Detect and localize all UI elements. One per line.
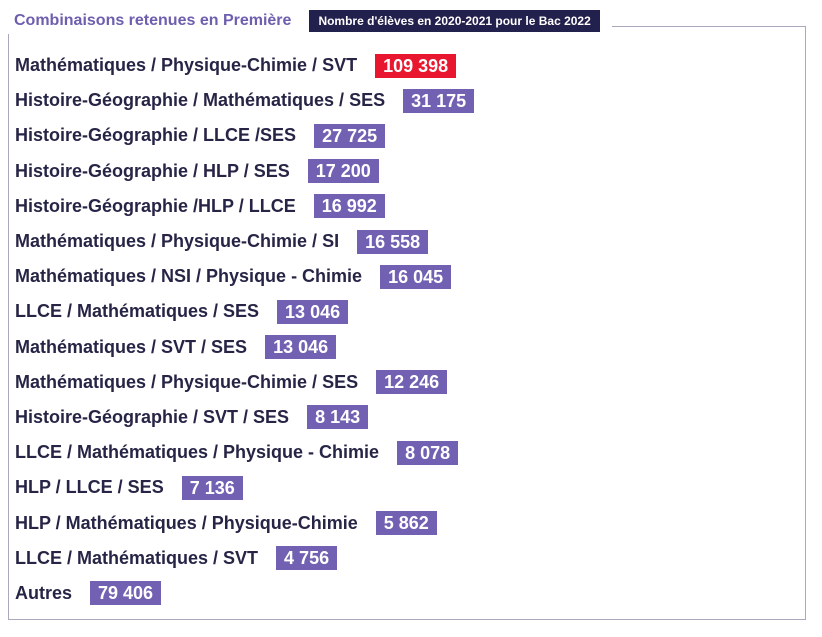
chart-title: Combinaisons retenues en Première (14, 12, 292, 29)
combination-label: Histoire-Géographie / LLCE /SES (15, 125, 297, 146)
combination-value: 79 406 (90, 581, 162, 606)
combination-row: Histoire-Géographie /HLP / LLCE 16 992 (15, 189, 474, 224)
combination-row: LLCE / Mathématiques / SVT 4 756 (15, 541, 474, 576)
combination-label: Mathématiques / Physique-Chimie / SES (15, 371, 359, 392)
combination-label: Mathématiques / Physique-Chimie / SVT (15, 55, 358, 76)
combination-row: LLCE / Mathématiques / SES 13 046 (15, 294, 474, 329)
combination-label: LLCE / Mathématiques / SES (15, 301, 260, 322)
combination-label: Autres (15, 582, 73, 603)
combination-value: 13 046 (277, 299, 349, 324)
combination-label: HLP / Mathématiques / Physique-Chimie (15, 512, 358, 533)
combination-value: 31 175 (403, 88, 475, 113)
combination-row: Mathématiques / NSI / Physique - Chimie 1… (15, 259, 474, 294)
combination-label: Histoire-Géographie / SVT / SES (15, 406, 290, 427)
combination-row: Histoire-Géographie / Mathématiques / SE… (15, 83, 475, 118)
combination-value: 12 246 (376, 370, 448, 395)
combination-value: 7 136 (181, 475, 243, 500)
combination-row: LLCE / Mathématiques / Physique - Chimie… (15, 435, 474, 470)
combination-value-highlight: 109 398 (375, 53, 457, 78)
chart-subtitle-badge: Nombre d'élèves en 2020-2021 pour le Bac… (309, 10, 600, 32)
combination-row: HLP / LLCE / SES 7 136 (15, 470, 474, 505)
combination-label: Mathématiques / Physique-Chimie / SI (15, 231, 340, 252)
combination-value: 8 078 (397, 440, 459, 465)
combination-row: Mathématiques / SVT / SES 13 046 (15, 330, 474, 365)
combination-row: Histoire-Géographie / LLCE /SES 27 725 (15, 118, 474, 153)
combination-value: 17 200 (307, 159, 379, 184)
combination-value: 16 992 (313, 194, 385, 219)
combination-row: Mathématiques / Physique-Chimie / SVT 109… (15, 48, 474, 83)
combination-row: Mathématiques / Physique-Chimie / SI 16 5… (15, 224, 474, 259)
combination-label: Histoire-Géographie / Mathématiques / SE… (15, 90, 386, 111)
combination-value: 13 046 (265, 335, 337, 360)
combination-value: 27 725 (314, 123, 386, 148)
combination-value: 16 045 (380, 264, 452, 289)
combination-row: Histoire-Géographie / SVT / SES 8 143 (15, 400, 474, 435)
combination-label: LLCE / Mathématiques / Physique - Chimie (15, 442, 380, 463)
combination-value: 4 756 (276, 546, 338, 571)
combination-label: Mathématiques / SVT / SES (15, 336, 248, 357)
chart-header: Combinaisons retenues en Première Nombre… (8, 8, 612, 34)
combination-value: 16 558 (357, 229, 429, 254)
combination-label: LLCE / Mathématiques / SVT (15, 547, 259, 568)
combination-value: 5 862 (375, 511, 437, 536)
combination-label: HLP / LLCE / SES (15, 477, 164, 498)
combination-row: HLP / Mathématiques / Physique-Chimie 5 8… (15, 505, 474, 540)
combination-list: Mathématiques / Physique-Chimie / SVT 109… (15, 48, 475, 611)
combination-row: Histoire-Géographie / HLP / SES 17 200 (15, 154, 474, 189)
combination-row: Mathématiques / Physique-Chimie / SES 12 … (15, 365, 474, 400)
combination-row: Autres 79 406 (15, 576, 474, 611)
combination-label: Histoire-Géographie /HLP / LLCE (15, 195, 296, 216)
combination-value: 8 143 (307, 405, 369, 430)
combination-label: Histoire-Géographie / HLP / SES (15, 160, 290, 181)
combination-label: Mathématiques / NSI / Physique - Chimie (15, 266, 363, 287)
